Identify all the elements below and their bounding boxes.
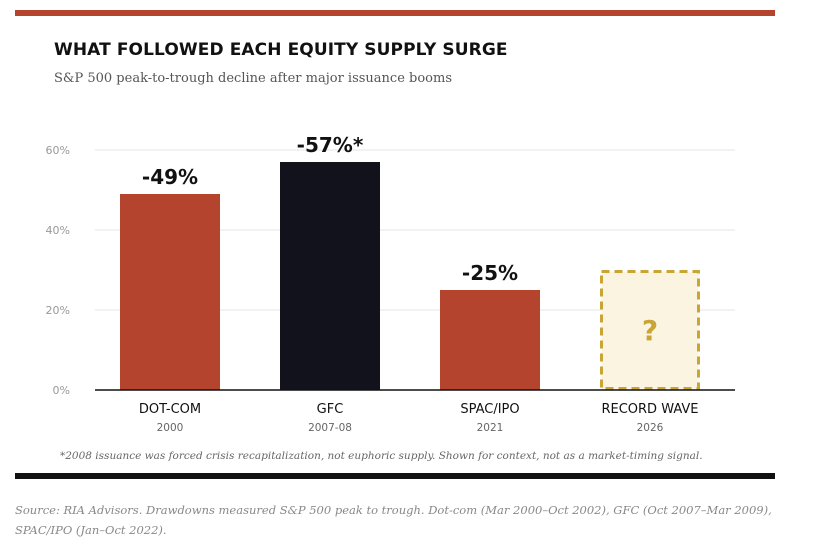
x-tick-sublabel: 2007-08: [308, 422, 352, 434]
footnote: *2008 issuance was forced crisis recapit…: [60, 450, 703, 462]
chart-title: WHAT FOLLOWED EACH EQUITY SUPPLY SURGE: [54, 40, 508, 60]
source-note: Source: RIA Advisors. Drawdowns measured…: [15, 503, 772, 537]
top-rule: [15, 10, 775, 16]
bar: [440, 290, 540, 390]
x-tick-sublabel: 2000: [157, 422, 184, 434]
x-tick-label: SPAC/IPO: [460, 402, 519, 417]
chart-subtitle: S&P 500 peak-to-trough decline after maj…: [54, 71, 453, 86]
data-label: ?: [642, 314, 658, 347]
y-tick-label: 60%: [46, 144, 70, 157]
data-label: -25%: [462, 261, 518, 285]
data-label: -57%*: [297, 133, 364, 157]
data-label: -49%: [142, 165, 198, 189]
x-tick-label: RECORD WAVE: [601, 402, 698, 417]
x-tick-sublabel: 2021: [477, 422, 504, 434]
x-tick-label: GFC: [317, 402, 344, 417]
bar: [120, 194, 220, 390]
y-tick-label: 0%: [53, 384, 70, 397]
y-tick-label: 20%: [46, 304, 70, 317]
bottom-rule: [15, 473, 775, 479]
y-tick-label: 40%: [46, 224, 70, 237]
x-tick-sublabel: 2026: [637, 422, 664, 434]
bar: [280, 162, 380, 390]
x-tick-label: DOT-COM: [139, 402, 201, 417]
bar-placeholder: [600, 270, 700, 390]
